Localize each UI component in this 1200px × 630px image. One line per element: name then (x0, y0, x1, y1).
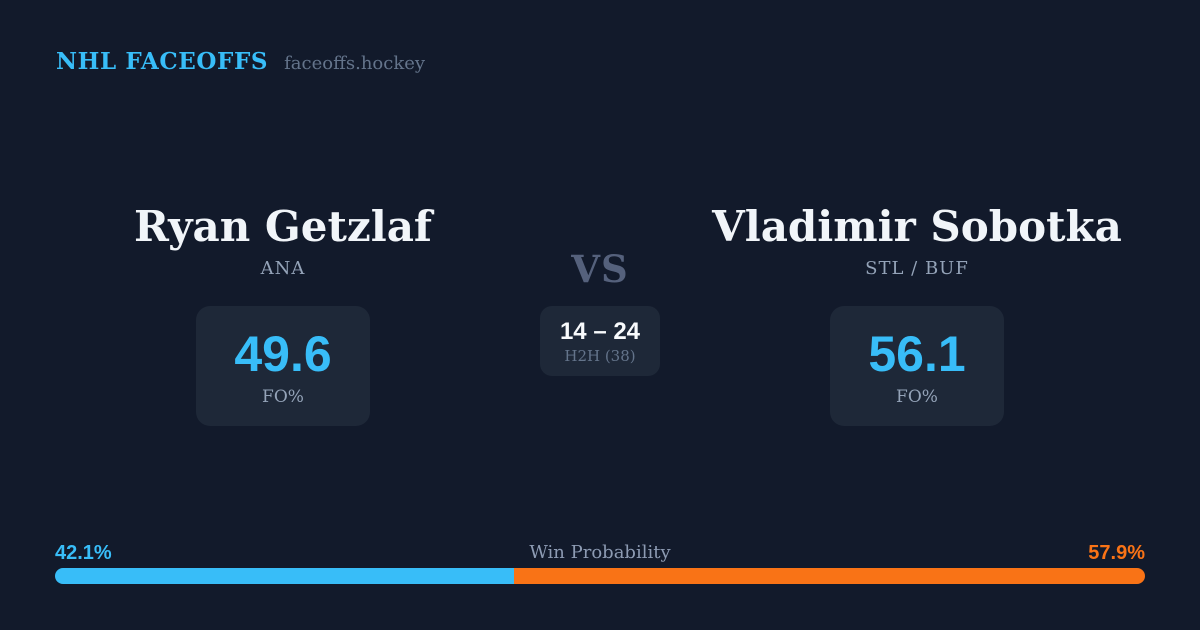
win-probability-bar-right-segment (513, 568, 1145, 584)
player-right-team: STL / BUF (865, 258, 969, 279)
player-left-name: Ryan Getzlaf (133, 202, 433, 251)
brand-domain: faceoffs.hockey (284, 53, 426, 74)
player-right-stat-value: 56.1 (868, 326, 966, 382)
player-right-name: Vladimir Sobotka (712, 202, 1122, 251)
player-right-stat-label: FO% (896, 387, 938, 407)
brand-header: NHL FACEOFFS faceoffs.hockey (56, 48, 425, 75)
win-probability-labels: 42.1% Win Probability 57.9% (55, 541, 1145, 565)
versus-column: VS 14 – 24 H2H (38) (500, 250, 700, 376)
win-probability-left-pct: 42.1% (55, 542, 112, 564)
win-probability-bar-left-segment (55, 568, 514, 584)
h2h-card: 14 – 24 H2H (38) (539, 306, 661, 376)
player-left-column: Ryan Getzlaf ANA 49.6 FO% (63, 203, 503, 426)
h2h-score: 14 – 24 (559, 318, 641, 345)
player-left-stat-value: 49.6 (234, 326, 332, 382)
win-probability-bar (55, 568, 1145, 584)
player-left-stat-card: 49.6 FO% (196, 306, 370, 426)
h2h-label: H2H (38) (564, 347, 636, 365)
player-right-column: Vladimir Sobotka STL / BUF 56.1 FO% (697, 203, 1137, 426)
player-left-team: ANA (260, 258, 306, 279)
win-probability-title: Win Probability (529, 542, 671, 563)
player-left-stat-label: FO% (262, 387, 304, 407)
win-probability-right-pct: 57.9% (1088, 542, 1145, 564)
player-right-stat-card: 56.1 FO% (830, 306, 1004, 426)
vs-label: VS (571, 247, 629, 291)
brand-title: NHL FACEOFFS (56, 48, 269, 75)
